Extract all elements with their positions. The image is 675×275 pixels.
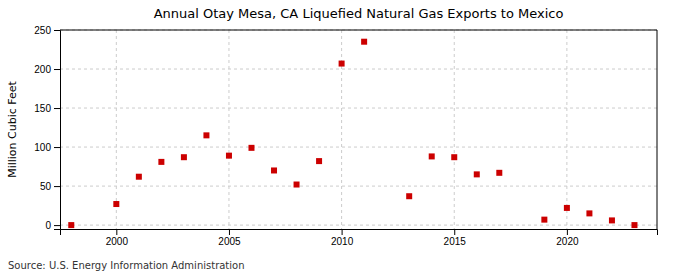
tick-label: 2005 xyxy=(218,236,241,247)
point xyxy=(496,170,502,176)
grid-line xyxy=(60,108,657,109)
point xyxy=(474,171,480,177)
y-axis: 0 50 100 150 200 250 xyxy=(34,25,60,231)
tick-mark xyxy=(229,229,230,235)
tick-label: 150 xyxy=(34,103,51,114)
axis-line xyxy=(61,230,658,236)
grid-line xyxy=(60,225,657,226)
point xyxy=(113,201,119,207)
point xyxy=(361,39,367,45)
frame-line xyxy=(657,30,658,229)
point xyxy=(294,182,300,188)
point xyxy=(136,174,142,180)
tick-mark xyxy=(454,229,455,235)
tick-label: 100 xyxy=(34,142,51,153)
grid-line xyxy=(60,186,657,187)
tick: 100 xyxy=(34,142,60,153)
grid-line xyxy=(60,30,657,31)
grid-line xyxy=(116,30,117,229)
tick-label: 2020 xyxy=(556,236,579,247)
tick-label: 50 xyxy=(40,181,52,192)
tick: 2010 xyxy=(331,229,354,247)
tick-label: 2010 xyxy=(331,236,354,247)
tick-mark xyxy=(54,30,60,31)
source-note: Source: U.S. Energy Information Administ… xyxy=(8,260,245,271)
y-axis-label: Million Cubic Feet xyxy=(6,80,19,177)
point xyxy=(226,153,232,159)
tick: 2015 xyxy=(444,229,467,247)
tick: 50 xyxy=(40,181,60,192)
point xyxy=(429,153,435,159)
grid-line xyxy=(566,30,567,229)
point xyxy=(451,154,457,160)
tick-label: 250 xyxy=(34,25,51,36)
point xyxy=(316,158,322,164)
x-axis: 2000 2005 2010 2015 2020 xyxy=(61,229,658,247)
point xyxy=(631,222,637,228)
point xyxy=(339,61,345,67)
tick-label: 200 xyxy=(34,64,51,75)
grid-line xyxy=(454,30,455,229)
tick-label: 2000 xyxy=(106,236,129,247)
tick: 150 xyxy=(34,103,60,114)
tick-label: 0 xyxy=(45,220,51,231)
point xyxy=(564,205,570,211)
point xyxy=(541,217,547,223)
grid xyxy=(60,30,657,229)
grid-line xyxy=(228,30,229,229)
grid-line xyxy=(341,30,342,229)
tick-label: 2015 xyxy=(444,236,467,247)
tick: 2005 xyxy=(218,229,241,247)
tick-mark xyxy=(116,229,117,235)
title: Annual Otay Mesa, CA Liquefied Natural G… xyxy=(154,6,564,21)
point xyxy=(586,210,592,216)
tick: 200 xyxy=(34,64,60,75)
point xyxy=(271,167,277,173)
point xyxy=(248,145,254,151)
tick-mark xyxy=(342,229,343,235)
point xyxy=(181,154,187,160)
points xyxy=(68,39,637,228)
plot-area: 2000 2005 2010 2015 2020 0 50 100 150 200 250 xyxy=(34,25,657,247)
chart: 2000 2005 2010 2015 2020 0 50 100 150 200 250 Annua… xyxy=(0,0,675,275)
tick-mark xyxy=(54,186,60,187)
tick-mark xyxy=(54,225,60,226)
grid-line xyxy=(60,147,657,148)
axis-line xyxy=(54,31,61,230)
frame-line xyxy=(60,30,657,31)
point xyxy=(203,132,209,138)
tick: 2000 xyxy=(106,229,129,247)
tick-mark xyxy=(54,147,60,148)
tick-mark xyxy=(567,229,568,235)
grid-line xyxy=(60,69,657,70)
tick: 0 xyxy=(45,220,60,231)
point xyxy=(406,193,412,199)
point xyxy=(609,217,615,223)
tick-mark xyxy=(54,69,60,70)
tick: 2020 xyxy=(556,229,579,247)
tick: 250 xyxy=(34,25,60,36)
tick-mark xyxy=(54,108,60,109)
point xyxy=(68,222,74,228)
point xyxy=(158,159,164,165)
frame xyxy=(60,30,657,229)
